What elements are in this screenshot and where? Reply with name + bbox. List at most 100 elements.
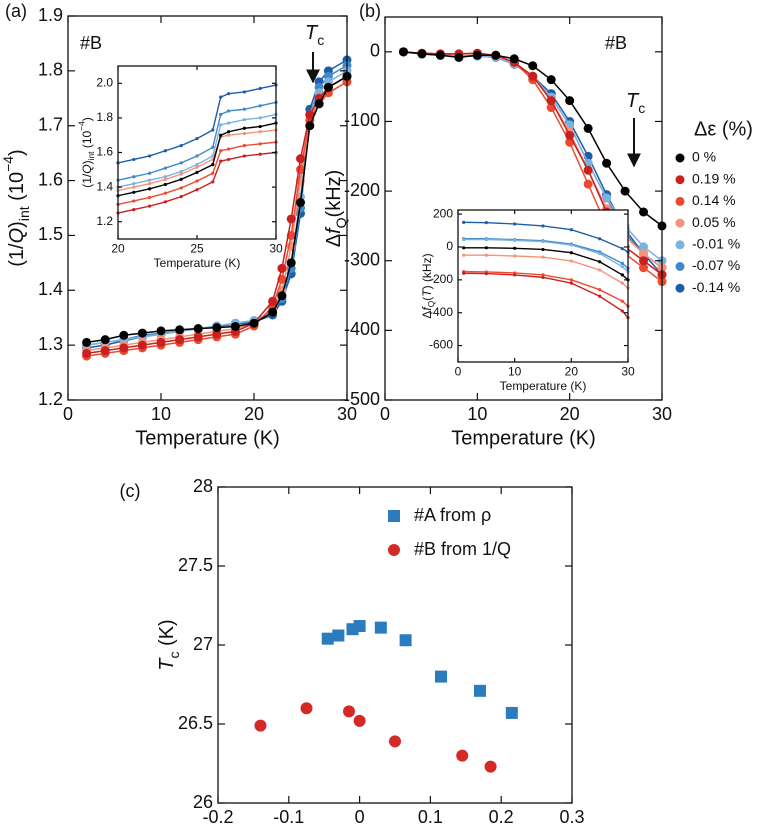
data-point: [148, 178, 152, 182]
y-axis-label-part: −4: [77, 121, 87, 131]
data-point: [82, 337, 92, 347]
data-point: [227, 109, 231, 113]
y-axis-label: Tc (K): [156, 619, 181, 670]
series-line: [117, 84, 277, 164]
data-point: [227, 130, 231, 134]
x-tick-label: 10: [508, 364, 522, 378]
series-line: [117, 101, 277, 181]
y-axis-label-part: (10: [6, 172, 28, 206]
x-tick-label: 0.2: [489, 807, 514, 827]
data-point: [258, 124, 262, 129]
x-tick-label: 20: [560, 404, 580, 424]
data-square: [399, 634, 412, 647]
data-point: [484, 237, 488, 242]
y-axis-label-part: (K): [156, 619, 178, 651]
data-point: [258, 86, 262, 91]
legend-label: 0.05 %: [692, 214, 736, 230]
x-tick-label: 30: [652, 404, 672, 424]
data-point: [484, 760, 497, 773]
data-point: [484, 253, 488, 257]
x-tick-label: 0.1: [418, 807, 443, 827]
y-axis-label-part: f: [420, 306, 434, 311]
data-point: [620, 309, 624, 313]
data-point: [242, 126, 246, 130]
series-line: [463, 238, 629, 269]
data-point: [286, 258, 296, 268]
data-point: [193, 324, 203, 334]
data-point: [454, 52, 464, 62]
data-point: [132, 175, 136, 179]
y-tick-label: 27.5: [178, 555, 213, 575]
y-axis-label-part: c: [166, 652, 182, 659]
y-axis-label: (1/Q)int (10−4): [0, 149, 32, 266]
legend-label: #A from ρ: [414, 505, 491, 525]
x-axis-label: Temperature (K): [451, 428, 596, 450]
data-point: [242, 154, 246, 158]
data-point: [598, 294, 602, 298]
x-tick-label: 20: [111, 241, 125, 255]
series-line: [463, 247, 629, 281]
data-point: [546, 75, 556, 85]
axes-frame: [67, 15, 348, 401]
series-line: [463, 272, 629, 319]
data-point: [119, 330, 129, 340]
data-point: [513, 273, 517, 277]
data-point: [132, 207, 136, 212]
y-axis-label-part: −4: [0, 156, 16, 172]
data-point: [300, 702, 313, 715]
data-point: [286, 214, 296, 224]
legend-label: -0.14 %: [692, 279, 740, 295]
y-axis-label-part: (10: [80, 131, 94, 152]
data-point: [389, 735, 401, 748]
y-tick-label: -100: [344, 110, 380, 130]
x-tick-label: -0.1: [273, 807, 304, 827]
data-point: [163, 177, 167, 181]
data-point: [219, 133, 223, 137]
data-point: [195, 188, 199, 192]
y-tick-label: 1.6: [96, 145, 113, 159]
data-point: [639, 207, 649, 217]
data-point: [219, 159, 223, 163]
y-axis-label-part: Q: [426, 300, 436, 307]
data-point: [620, 273, 624, 277]
data-point: [163, 200, 167, 204]
legend-label: 0.14 %: [692, 192, 736, 208]
data-point: [179, 169, 183, 174]
data-point: [583, 179, 593, 189]
data-point: [211, 128, 215, 132]
data-point: [156, 337, 166, 347]
data-point: [258, 116, 262, 120]
data-point: [163, 149, 167, 153]
data-point: [277, 263, 287, 273]
data-point: [541, 275, 545, 279]
y-tick-label: 200: [433, 206, 453, 220]
data-point: [602, 158, 612, 168]
y-axis-label-part: f: [323, 226, 345, 234]
data-point: [242, 143, 246, 148]
data-point: [598, 268, 602, 272]
data-point: [541, 239, 545, 244]
inset-background: [118, 66, 276, 239]
data-point: [569, 251, 573, 255]
data-point: [462, 220, 466, 224]
data-point: [219, 95, 223, 99]
data-point: [258, 130, 262, 134]
tc-label-part: c: [638, 100, 645, 116]
legend-marker: [675, 240, 685, 250]
y-axis-label-part: Q: [80, 164, 94, 173]
x-tick-label: 20: [244, 404, 264, 424]
data-point: [211, 180, 215, 184]
data-point: [484, 271, 488, 276]
data-point: [314, 99, 324, 109]
axes-frame: [384, 16, 663, 401]
y-tick-label: 0: [446, 239, 453, 253]
legend-title: Δε (%): [694, 118, 753, 140]
data-point: [179, 172, 183, 176]
legend-label: 0.19 %: [692, 170, 736, 186]
y-tick-label: 0: [370, 41, 380, 61]
data-square: [435, 670, 448, 683]
y-axis-label-part: (1/: [6, 243, 28, 267]
data-point: [491, 50, 501, 60]
y-tick-label: 26.5: [178, 713, 213, 733]
data-point: [148, 187, 152, 191]
